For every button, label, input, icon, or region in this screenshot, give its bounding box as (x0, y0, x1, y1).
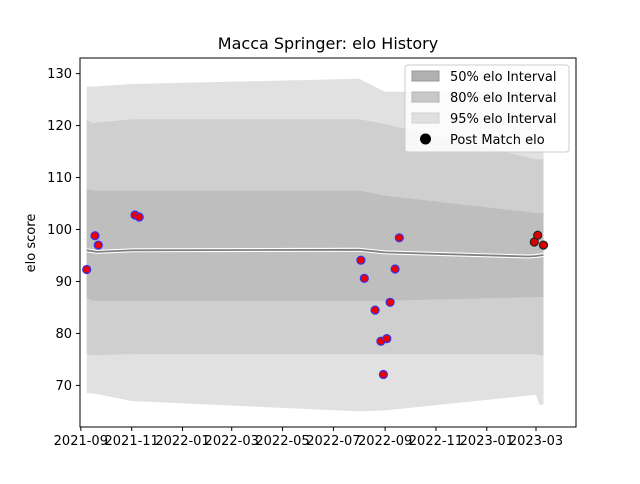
post-match-point-0-6 (359, 273, 369, 283)
y-tick-label-1: 80 (55, 327, 72, 342)
post-match-point-0-7 (370, 305, 380, 315)
legend: 50% elo Interval 80% elo Interval 95% elo … (404, 64, 570, 153)
y-tick-label-6: 130 (47, 67, 72, 82)
x-tick-label-4: 2022-05 (255, 434, 309, 449)
post-match-point-0-4 (134, 212, 144, 222)
post-match-point-0-2 (93, 240, 103, 250)
x-tick-label-7: 2022-11 (409, 434, 463, 449)
legend-label-3: Post Match elo (450, 133, 545, 148)
chart-title: Macca Springer: elo History (218, 34, 438, 53)
expected-line-0 (86, 248, 544, 258)
legend-swatch-2 (411, 112, 440, 124)
post-match-point-0-10 (382, 334, 392, 344)
post-match-point-1-1 (533, 230, 543, 240)
legend-swatch-0 (411, 70, 440, 82)
legend-label-0: 50% elo Interval (450, 70, 557, 85)
x-axis: 2021-092021-112022-012022-032022-052022-… (54, 427, 563, 449)
x-tick-label-9: 2023-03 (509, 434, 563, 449)
axes-frame (79, 57, 577, 428)
y-tick-label-0: 70 (55, 379, 72, 394)
post-match-point-0-0 (82, 264, 92, 275)
post-match-point-0-12 (390, 264, 400, 274)
x-tick-label-5: 2022-07 (306, 434, 360, 449)
y-tick-label-2: 90 (55, 275, 72, 290)
y-tick-label-5: 120 (47, 119, 72, 134)
post-match-point-0-9 (378, 369, 388, 380)
y-tick-label-3: 100 (47, 223, 72, 238)
y-tick-label-4: 110 (47, 171, 72, 186)
post-match-point-0-11 (385, 297, 395, 307)
x-tick-label-6: 2022-09 (358, 434, 412, 449)
y-axis: 70 80 90 100 110 120 130 (47, 67, 80, 394)
interval-band-2 (86, 189, 544, 301)
legend-label-1: 80% elo Interval (450, 91, 557, 106)
post-match-point-0-5 (356, 255, 366, 265)
legend-box (404, 64, 570, 153)
post-match-point-0-1 (90, 231, 100, 241)
x-tick-label-3: 2022-03 (205, 434, 259, 449)
x-tick-label-1: 2021-11 (105, 434, 159, 449)
y-axis-label: elo score (24, 214, 39, 273)
x-tick-label-8: 2023-01 (460, 434, 514, 449)
legend-marker-3 (420, 133, 431, 145)
x-tick-label-0: 2021-09 (54, 434, 108, 449)
legend-label-2: 95% elo Interval (450, 112, 557, 127)
legend-swatch-1 (411, 91, 440, 103)
plot-area (82, 78, 549, 412)
post-match-point-1-2 (538, 240, 549, 250)
x-tick-label-2: 2022-01 (155, 434, 209, 449)
post-match-point-0-13 (394, 233, 404, 243)
